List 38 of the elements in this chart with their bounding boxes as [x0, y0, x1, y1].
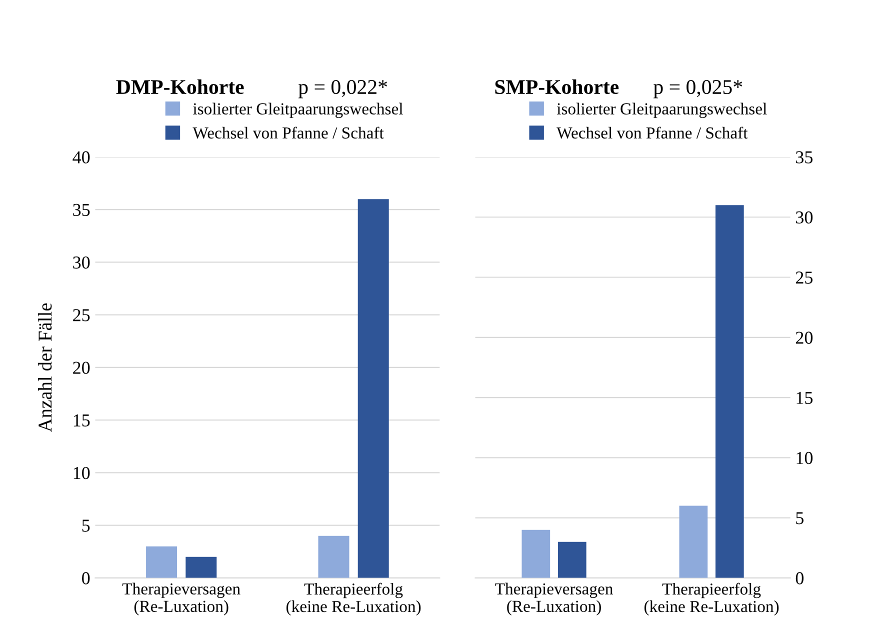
y-tick-label: 15	[796, 392, 813, 404]
y-tick-label: 5	[796, 512, 804, 524]
y-tick-label: 0	[82, 572, 90, 584]
bar	[146, 546, 178, 578]
y-tick-label: 30	[796, 211, 813, 224]
y-tick-label: 25	[73, 309, 90, 322]
y-tick-label: 35	[73, 204, 90, 216]
text: p = 0,022*	[298, 80, 387, 98]
chart-title: DMP-Kohorte	[116, 79, 244, 94]
x-tick-label: Therapieerfolg (keine Re-Luxation)	[286, 582, 421, 616]
y-tick-label: 40	[72, 151, 90, 164]
text: p = 0,025*	[654, 80, 742, 98]
y-tick-label: 0	[796, 572, 804, 584]
bar	[679, 506, 708, 578]
bar	[558, 542, 586, 578]
bar	[522, 530, 550, 578]
x-tick-label: Therapieerfolg (keine Re-Luxation)	[644, 582, 779, 616]
legend-label: isolierter Gleitpaarungswechsel	[193, 102, 403, 118]
y-tick-label: 20	[796, 332, 813, 344]
y-tick-label: 10	[74, 466, 90, 480]
bar	[318, 536, 350, 578]
x-tick-label: Therapieversagen (Re-Luxation)	[495, 582, 613, 616]
y-axis-title: Anzahl der Fälle	[38, 303, 52, 432]
bar	[358, 199, 389, 578]
y-tick-label: 30	[73, 256, 90, 269]
chart-title: SMP-Kohorte	[495, 79, 619, 94]
legend-label: isolierter Gleitpaarungswechsel	[556, 102, 767, 118]
legend-label: Wechsel von Pfanne / Schaft	[556, 126, 748, 139]
x-tick-label: Therapieversagen (Re-Luxation)	[122, 582, 240, 616]
y-tick-label: 5	[82, 520, 90, 532]
y-tick-label: 35	[796, 151, 813, 164]
y-tick-label: 20	[73, 362, 90, 374]
y-tick-label: 15	[74, 414, 90, 427]
legend-label: Wechsel von Pfanne / Schaft	[192, 126, 384, 139]
bar	[186, 556, 217, 578]
bar	[715, 205, 744, 578]
y-tick-label: 10	[796, 452, 813, 464]
y-tick-label: 25	[796, 272, 813, 284]
